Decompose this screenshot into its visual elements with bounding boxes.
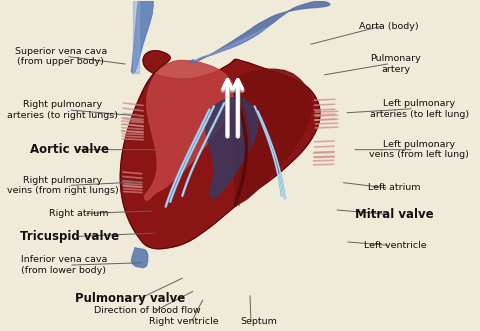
Text: Right pulmonary
veins (from right lungs): Right pulmonary veins (from right lungs) (7, 175, 119, 195)
Text: Left atrium: Left atrium (368, 183, 420, 192)
Text: Pulmonary
artery: Pulmonary artery (370, 54, 421, 74)
Polygon shape (144, 61, 235, 200)
Polygon shape (234, 69, 312, 205)
Text: Inferior vena cava
(from lower body): Inferior vena cava (from lower body) (21, 255, 107, 275)
Polygon shape (133, 1, 139, 73)
Text: Left ventricle: Left ventricle (364, 241, 427, 250)
Polygon shape (132, 248, 148, 268)
Polygon shape (194, 27, 268, 60)
Text: Septum: Septum (240, 316, 277, 326)
Text: Mitral valve: Mitral valve (355, 208, 433, 221)
Polygon shape (132, 1, 153, 73)
Text: Right ventricle: Right ventricle (149, 316, 218, 326)
Polygon shape (120, 51, 320, 249)
Text: Right pulmonary
arteries (to right lungs): Right pulmonary arteries (to right lungs… (7, 100, 119, 120)
Text: Superior vena cava
(from upper body): Superior vena cava (from upper body) (14, 47, 107, 67)
Text: Direction of blood flow: Direction of blood flow (95, 306, 201, 315)
Polygon shape (205, 98, 258, 199)
Text: Left pulmonary
veins (from left lung): Left pulmonary veins (from left lung) (369, 140, 469, 160)
Text: Pulmonary valve: Pulmonary valve (75, 293, 186, 306)
Text: Aortic valve: Aortic valve (30, 143, 109, 156)
Text: Left pulmonary
arteries (to left lung): Left pulmonary arteries (to left lung) (370, 99, 468, 118)
Polygon shape (190, 1, 330, 63)
Text: Aorta (body): Aorta (body) (359, 22, 418, 31)
Text: Right atrium: Right atrium (49, 209, 108, 218)
Text: Tricuspid valve: Tricuspid valve (20, 230, 119, 243)
